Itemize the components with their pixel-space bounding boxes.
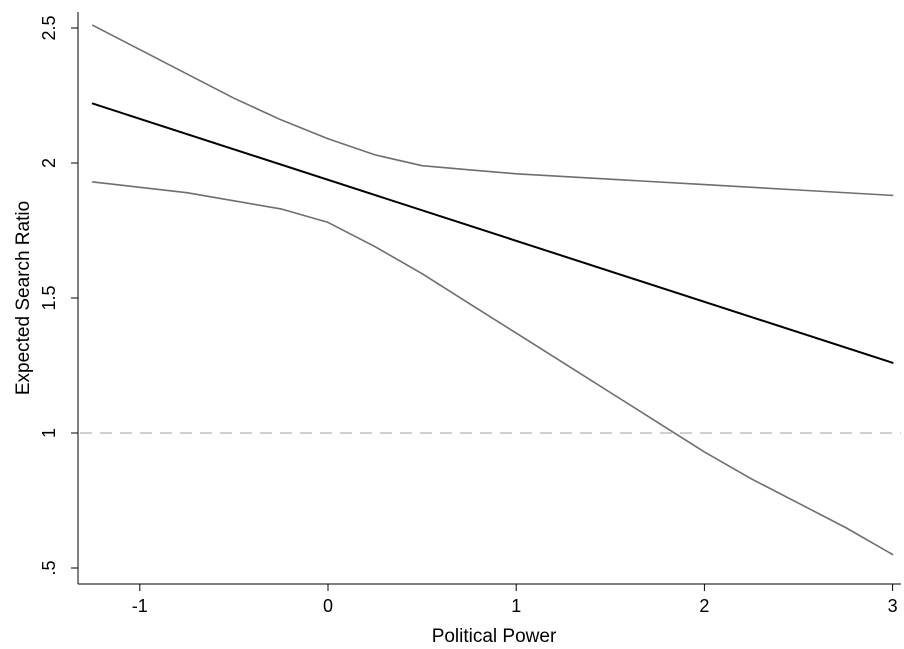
- plot-area: .5 1 1.5 2 2.5 -1 0 1 2 3: [39, 12, 901, 616]
- y-tick-label: 1.5: [39, 285, 59, 310]
- series-layer: [80, 24, 901, 556]
- x-tick-label: -1: [132, 596, 148, 616]
- y-tick-label: 2.5: [39, 15, 59, 40]
- estimate-line: [91, 102, 894, 364]
- x-tick-label: 0: [323, 596, 333, 616]
- x-tick-label: 1: [511, 596, 521, 616]
- y-tick-label: 1: [39, 428, 59, 438]
- x-tick-label: 3: [888, 596, 898, 616]
- y-tick-label: 2: [39, 158, 59, 168]
- x-tick-label: 2: [699, 596, 709, 616]
- upper-bound-line: [92, 24, 894, 197]
- lower-bound-line: [92, 181, 894, 556]
- y-tick-label: .5: [39, 560, 59, 575]
- x-ticks: -1 0 1 2 3: [132, 584, 898, 616]
- x-axis-title: Political Power: [432, 626, 557, 647]
- y-axis-title: Expected Search Ratio: [13, 201, 34, 395]
- y-ticks: .5 1 1.5 2 2.5: [39, 15, 78, 576]
